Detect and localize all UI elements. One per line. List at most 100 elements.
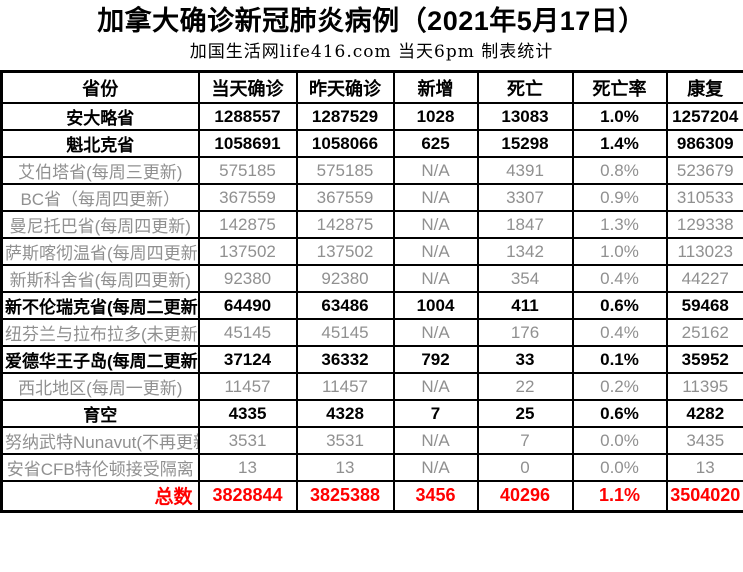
cell-today-confirmed: 1058691	[197, 129, 298, 158]
table-row: 纽芬兰与拉布拉多(未更新) 45145 45145 N/A 176 0.4% 2…	[0, 318, 743, 347]
cell-recovered: 11395	[665, 372, 743, 401]
table-row: 艾伯塔省(每周三更新) 575185 575185 N/A 4391 0.8% …	[0, 156, 743, 185]
cell-province: 西北地区(每周一更新)	[0, 372, 200, 401]
cell-today-confirmed: 137502	[197, 237, 298, 266]
cases-table: 省份 当天确诊 昨天确诊 新增 死亡 死亡率 康复 安大略省 1288557 1…	[0, 70, 743, 513]
table-row: BC省（每周四更新） 367559 367559 N/A 3307 0.9% 3…	[0, 183, 743, 212]
table-row: 魁北克省 1058691 1058066 625 15298 1.4% 9863…	[0, 129, 743, 158]
cell-death-rate: 0.6%	[571, 399, 668, 428]
cell-yesterday-confirmed: 13	[295, 453, 395, 482]
cell-today-confirmed: 92380	[197, 264, 298, 293]
cell-new-cases: 1028	[392, 102, 479, 131]
cell-total-today: 3828844	[197, 480, 298, 512]
table-row: 新斯科舍省(每周四更新) 92380 92380 N/A 354 0.4% 44…	[0, 264, 743, 293]
page-subtitle: 加国生活网life416.com 当天6pm 制表统计	[189, 42, 554, 62]
cell-today-confirmed: 4335	[197, 399, 298, 428]
cell-province: 育空	[0, 399, 200, 428]
cell-deaths: 33	[476, 345, 574, 374]
cell-recovered: 44227	[665, 264, 743, 293]
cell-death-rate: 0.8%	[571, 156, 668, 185]
cell-recovered: 310533	[665, 183, 743, 212]
cell-new-cases: N/A	[392, 156, 479, 185]
cell-yesterday-confirmed: 11457	[295, 372, 395, 401]
table-row: 努纳武特Nunavut(不再更新) 3531 3531 N/A 7 0.0% 3…	[0, 426, 743, 455]
cell-total-label: 总数	[0, 480, 200, 512]
cell-deaths: 354	[476, 264, 574, 293]
cell-today-confirmed: 64490	[197, 291, 298, 320]
cell-recovered: 35952	[665, 345, 743, 374]
cell-yesterday-confirmed: 137502	[295, 237, 395, 266]
cell-new-cases: N/A	[392, 372, 479, 401]
cell-today-confirmed: 11457	[197, 372, 298, 401]
col-header-death-rate: 死亡率	[571, 70, 668, 104]
cell-province: 纽芬兰与拉布拉多(未更新)	[0, 318, 200, 347]
cell-total-recovered: 3504020	[665, 480, 743, 512]
page-header: 加拿大确诊新冠肺炎病例（2021年5月17日） 加国生活网life416.com…	[0, 0, 743, 70]
cell-new-cases: 625	[392, 129, 479, 158]
cell-recovered: 1257204	[665, 102, 743, 131]
cell-recovered: 113023	[665, 237, 743, 266]
cell-death-rate: 0.1%	[571, 345, 668, 374]
cell-deaths: 0	[476, 453, 574, 482]
table-row: 安大略省 1288557 1287529 1028 13083 1.0% 125…	[0, 102, 743, 131]
cell-today-confirmed: 367559	[197, 183, 298, 212]
cell-today-confirmed: 1288557	[197, 102, 298, 131]
cell-province: 曼尼托巴省(每周四更新)	[0, 210, 200, 239]
cell-death-rate: 0.4%	[571, 264, 668, 293]
cell-province: 安省CFB特伦顿接受隔离	[0, 453, 200, 482]
cell-death-rate: 1.3%	[571, 210, 668, 239]
cell-death-rate: 0.4%	[571, 318, 668, 347]
table-row: 西北地区(每周一更新) 11457 11457 N/A 22 0.2% 1139…	[0, 372, 743, 401]
cell-today-confirmed: 13	[197, 453, 298, 482]
cell-province: 爱德华王子岛(每周二更新)	[0, 345, 200, 374]
cell-today-confirmed: 142875	[197, 210, 298, 239]
cell-province: BC省（每周四更新）	[0, 183, 200, 212]
page-title: 加拿大确诊新冠肺炎病例（2021年5月17日）	[97, 6, 646, 36]
cell-total-yesterday: 3825388	[295, 480, 395, 512]
col-header-yesterday-confirmed: 昨天确诊	[295, 70, 395, 104]
col-header-deaths: 死亡	[476, 70, 574, 104]
cell-total-new: 3456	[392, 480, 479, 512]
cell-today-confirmed: 45145	[197, 318, 298, 347]
col-header-new-cases: 新增	[392, 70, 479, 104]
cell-death-rate: 0.0%	[571, 453, 668, 482]
cell-yesterday-confirmed: 3531	[295, 426, 395, 455]
table-body: 安大略省 1288557 1287529 1028 13083 1.0% 125…	[0, 102, 743, 512]
cell-deaths: 1847	[476, 210, 574, 239]
table-total-row: 总数 3828844 3825388 3456 40296 1.1% 35040…	[0, 480, 743, 512]
cell-recovered: 523679	[665, 156, 743, 185]
cell-yesterday-confirmed: 142875	[295, 210, 395, 239]
cell-recovered: 4282	[665, 399, 743, 428]
cell-yesterday-confirmed: 92380	[295, 264, 395, 293]
cell-yesterday-confirmed: 4328	[295, 399, 395, 428]
cell-today-confirmed: 37124	[197, 345, 298, 374]
cell-recovered: 986309	[665, 129, 743, 158]
cell-yesterday-confirmed: 45145	[295, 318, 395, 347]
cell-deaths: 13083	[476, 102, 574, 131]
cell-yesterday-confirmed: 63486	[295, 291, 395, 320]
col-header-province: 省份	[0, 70, 200, 104]
table-row: 新不伦瑞克省(每周二更新) 64490 63486 1004 411 0.6% …	[0, 291, 743, 320]
cell-deaths: 176	[476, 318, 574, 347]
cell-new-cases: 7	[392, 399, 479, 428]
cell-recovered: 13	[665, 453, 743, 482]
cell-recovered: 25162	[665, 318, 743, 347]
cell-province: 萨斯喀彻温省(每周四更新)	[0, 237, 200, 266]
cell-deaths: 25	[476, 399, 574, 428]
cell-deaths: 411	[476, 291, 574, 320]
cell-death-rate: 0.2%	[571, 372, 668, 401]
cell-yesterday-confirmed: 1287529	[295, 102, 395, 131]
cell-yesterday-confirmed: 367559	[295, 183, 395, 212]
cell-deaths: 1342	[476, 237, 574, 266]
cell-province: 魁北克省	[0, 129, 200, 158]
cell-deaths: 3307	[476, 183, 574, 212]
cell-new-cases: 1004	[392, 291, 479, 320]
cell-province: 努纳武特Nunavut(不再更新)	[0, 426, 200, 455]
cell-province: 艾伯塔省(每周三更新)	[0, 156, 200, 185]
cell-total-death-rate: 1.1%	[571, 480, 668, 512]
cell-death-rate: 1.4%	[571, 129, 668, 158]
table-row: 爱德华王子岛(每周二更新) 37124 36332 792 33 0.1% 35…	[0, 345, 743, 374]
cell-recovered: 3435	[665, 426, 743, 455]
table-header-row: 省份 当天确诊 昨天确诊 新增 死亡 死亡率 康复	[0, 70, 743, 104]
